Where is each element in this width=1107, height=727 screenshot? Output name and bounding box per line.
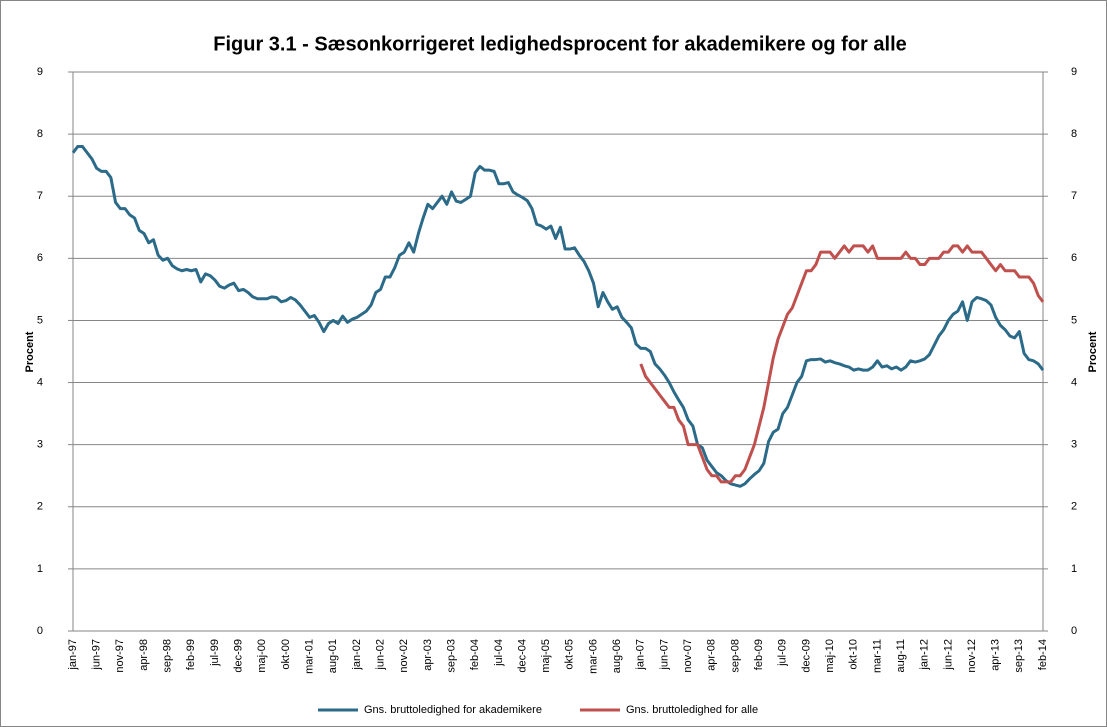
x-tick-label: okt-05 (564, 639, 576, 670)
x-tick-label: nov-12 (966, 639, 978, 673)
data-line (639, 244, 1045, 484)
x-tick-label: maj-10 (824, 639, 836, 673)
x-tick-label: aug-01 (327, 639, 339, 673)
y2-tick-label: 3 (1071, 439, 1077, 451)
x-tick-label: apr-03 (422, 639, 434, 671)
y2-tick-label: 5 (1071, 314, 1077, 326)
x-tick-label: sep-03 (445, 639, 457, 673)
y-tick-label: 0 (37, 625, 43, 637)
x-tick-label: jan-02 (351, 639, 363, 671)
x-tick-label: feb-14 (1037, 639, 1049, 670)
x-tick-label: sep-08 (729, 639, 741, 673)
y-tick-label: 2 (37, 501, 43, 513)
x-tick-label: maj-05 (540, 639, 552, 673)
x-tick-label: jun-02 (374, 639, 386, 671)
y-tick-label: 3 (37, 439, 43, 451)
x-tick-label: nov-97 (114, 639, 126, 673)
y2-axis-label: Procent (1087, 331, 1099, 372)
x-tick-label: mar-11 (871, 639, 883, 673)
y-tick-label: 1 (37, 563, 43, 575)
x-tick-label: jun-97 (91, 639, 103, 671)
y-tick-label: 8 (37, 128, 43, 140)
legend-label: Gns. bruttoledighed for alle (626, 704, 758, 716)
y-tick-label: 9 (37, 66, 43, 78)
x-tick-label: jun-07 (658, 639, 670, 671)
x-tick-label: jan-97 (67, 639, 79, 671)
x-tick-label: aug-11 (895, 639, 907, 672)
x-tick-label: maj-00 (256, 639, 268, 673)
x-tick-label: sep-13 (1013, 639, 1025, 673)
x-tick-label: dec-09 (800, 639, 812, 673)
legend-label: Gns. bruttoledighed for akademikere (364, 704, 542, 716)
y2-tick-label: 2 (1071, 501, 1077, 513)
data-line (71, 145, 1045, 488)
x-tick-label: jul-99 (209, 639, 221, 667)
y2-tick-label: 0 (1071, 625, 1077, 637)
y2-tick-label: 7 (1071, 190, 1077, 202)
x-tick-label: mar-01 (303, 639, 315, 674)
x-tick-label: apr-98 (138, 639, 150, 671)
y-axis-label: Procent (24, 331, 36, 372)
y-tick-label: 4 (37, 376, 43, 388)
y-tick-label: 6 (37, 252, 43, 264)
y2-tick-label: 4 (1071, 376, 1077, 388)
x-tick-label: jun-12 (942, 639, 954, 671)
x-tick-label: jul-04 (493, 639, 505, 667)
x-tick-label: dec-99 (233, 639, 245, 673)
x-tick-label: nov-07 (682, 639, 694, 673)
x-tick-label: apr-13 (990, 639, 1002, 671)
x-tick-label: mar-06 (587, 639, 599, 674)
x-tick-label: aug-06 (611, 639, 623, 673)
y2-tick-label: 1 (1071, 563, 1077, 575)
y-tick-label: 7 (37, 190, 43, 202)
x-tick-label: jul-09 (777, 639, 789, 667)
x-tick-label: feb-09 (753, 639, 765, 670)
x-tick-label: okt-00 (280, 639, 292, 670)
y2-tick-label: 6 (1071, 252, 1077, 264)
chart-title: Figur 3.1 - Sæsonkorrigeret ledighedspro… (213, 33, 907, 55)
y2-tick-label: 9 (1071, 66, 1077, 78)
x-tick-label: feb-04 (469, 639, 481, 670)
x-tick-label: sep-98 (162, 639, 174, 673)
x-tick-label: okt-10 (848, 639, 860, 670)
x-tick-label: jan-07 (635, 639, 647, 671)
x-tick-label: jan-12 (919, 639, 931, 671)
x-tick-label: apr-08 (706, 639, 718, 671)
x-tick-label: dec-04 (516, 639, 528, 673)
x-tick-label: nov-02 (398, 639, 410, 673)
y-tick-label: 5 (37, 314, 43, 326)
x-tick-label: feb-99 (185, 639, 197, 670)
y2-tick-label: 8 (1071, 128, 1077, 140)
